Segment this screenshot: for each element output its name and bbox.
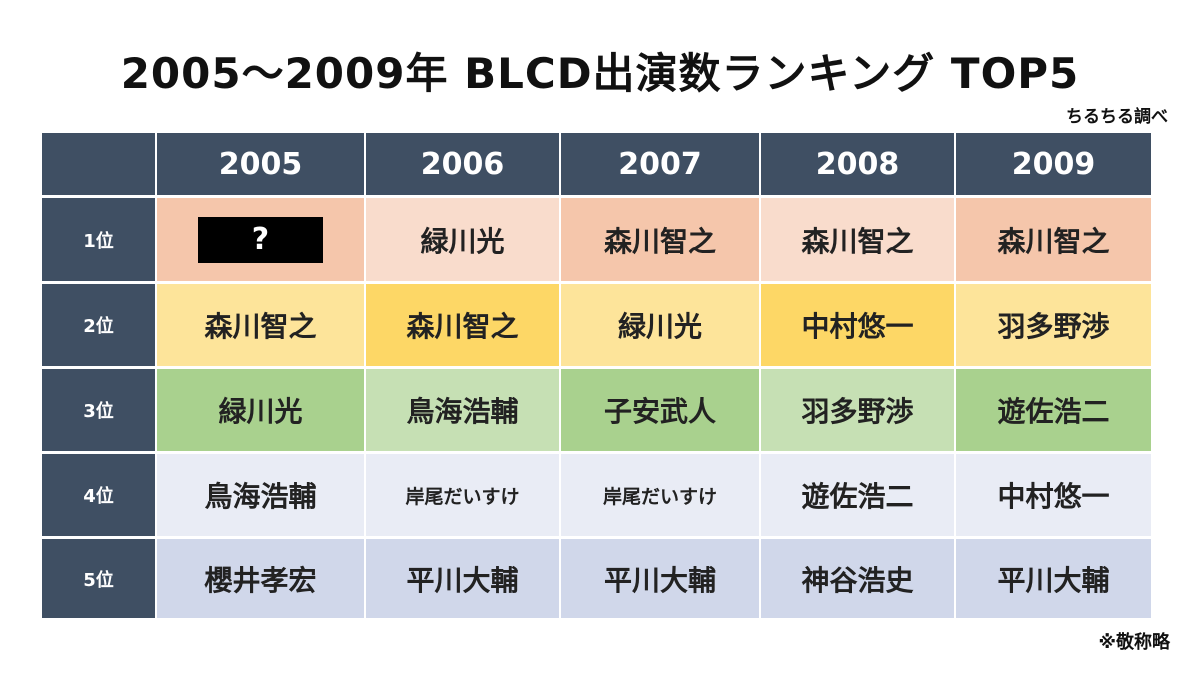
table-cell: 羽多野渉 [956,284,1151,366]
table-cell: 緑川光 [366,198,559,281]
column-header: 2006 [366,133,559,195]
table-cell: 鳥海浩輔 [366,369,559,451]
table-cell: 子安武人 [561,369,759,451]
table-cell: 中村悠一 [956,454,1151,536]
corner-cell [42,133,155,195]
row-label: 2位 [42,284,155,366]
row-label: 1位 [42,198,155,281]
table-cell: 羽多野渉 [761,369,954,451]
table-cell: 森川智之 [761,198,954,281]
table-cell: 遊佐浩二 [761,454,954,536]
table-cell: 岸尾だいすけ [561,454,759,536]
table-cell: 平川大輔 [956,539,1151,618]
table-cell: 緑川光 [157,369,364,451]
table-cell: 森川智之 [366,284,559,366]
column-header: 2005 [157,133,364,195]
table-cell: 中村悠一 [761,284,954,366]
table-cell: 平川大輔 [366,539,559,618]
column-header: 2008 [761,133,954,195]
table-cell: 緑川光 [561,284,759,366]
row-label: 3位 [42,369,155,451]
table-cell: 森川智之 [157,284,364,366]
title: 2005〜2009年 BLCD出演数ランキング TOP5 [120,49,1080,98]
footnote: ※敬称略 [1098,632,1171,653]
table-cell: 櫻井孝宏 [157,539,364,618]
row-label: 4位 [42,454,155,536]
table-cell: 森川智之 [956,198,1151,281]
table-cell: 森川智之 [561,198,759,281]
row-label: 5位 [42,539,155,618]
column-header: 2007 [561,133,759,195]
column-header: 2009 [956,133,1151,195]
table-cell: 平川大輔 [561,539,759,618]
table-cell: ? [157,198,364,281]
table-cell: 岸尾だいすけ [366,454,559,536]
table-cell: 鳥海浩輔 [157,454,364,536]
source-note: ちるちる調べ [1066,107,1168,127]
table-cell: 神谷浩史 [761,539,954,618]
table-cell: 遊佐浩二 [956,369,1151,451]
hidden-name: ? [198,216,323,263]
